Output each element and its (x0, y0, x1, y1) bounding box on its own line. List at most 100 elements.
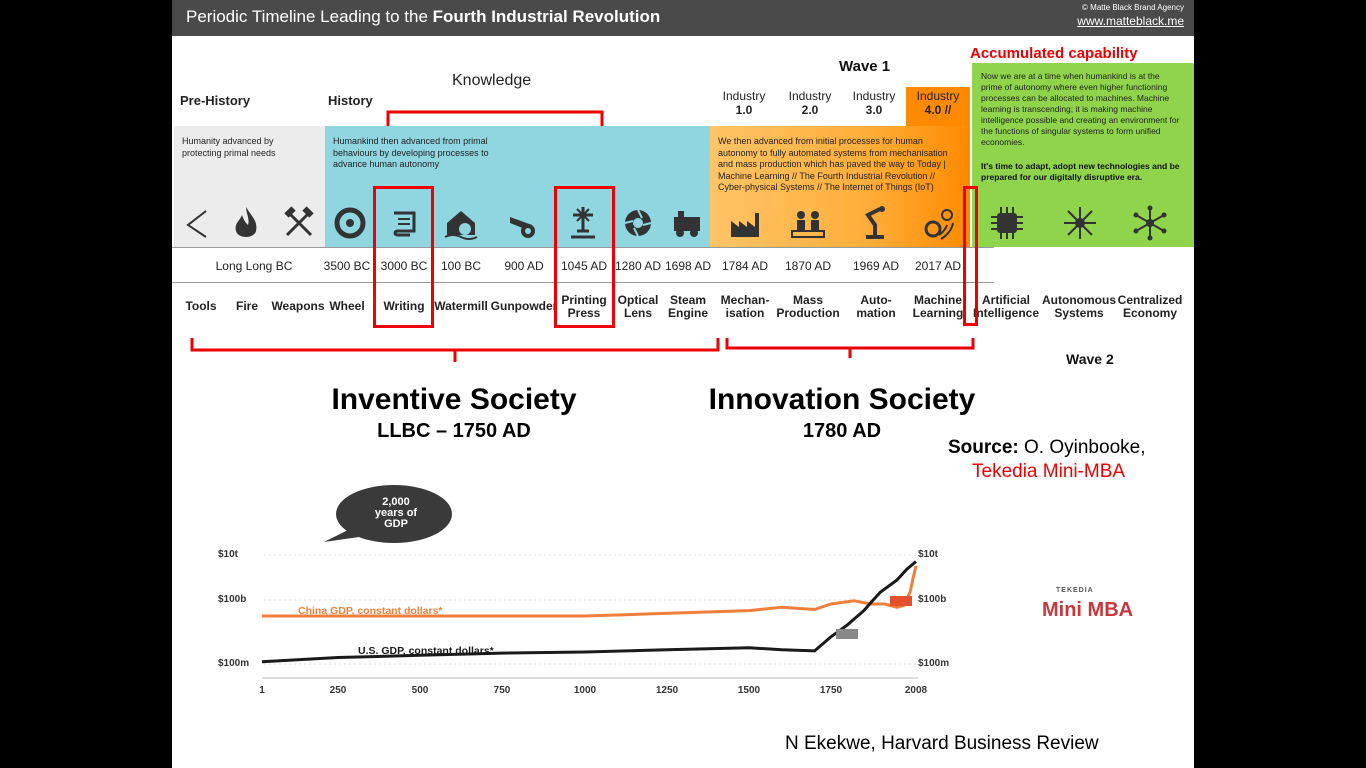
date-label: 1784 AD (721, 259, 769, 273)
item-label: Mass Production (776, 293, 840, 320)
tools-icon (186, 210, 207, 238)
future-call-to-action: It's time to adapt, adopt new technologi… (981, 161, 1180, 182)
industry-3-header: Industry 3.0 (852, 89, 896, 117)
knowledge-bracket (386, 110, 604, 126)
autonomous-systems-icon (1064, 207, 1096, 239)
industry-2-header: Industry 2.0 (788, 89, 832, 117)
source-citation: Source: O. Oyinbooke, Tekedia Mini-MBA (948, 437, 1146, 482)
inventive-brace (190, 338, 720, 362)
item-label: Artificial Intelligence (972, 293, 1040, 320)
date-label: 1045 AD (560, 259, 608, 273)
date-label: 2017 AD (914, 259, 962, 273)
industry-1-header: Industry 1.0 (722, 89, 766, 117)
wave-boundary-highlight (963, 186, 978, 326)
innovation-society-range: 1780 AD (802, 420, 882, 442)
date-label: 1280 AD (614, 259, 662, 273)
date-label: 1870 AD (784, 259, 832, 273)
wave1-label: Wave 1 (839, 58, 891, 75)
factory-icon (731, 213, 759, 237)
x-tick-label: 1750 (819, 685, 843, 696)
slide: Periodic Timeline Leading to the Fourth … (172, 0, 1194, 768)
future-description: Now we are at a time when humankind is a… (981, 71, 1180, 147)
steam-engine-icon (674, 211, 700, 237)
innovation-brace (725, 338, 975, 358)
us-flag-icon (836, 629, 858, 639)
lens-icon (624, 209, 652, 237)
industry-description: We then advanced from initial processes … (718, 136, 948, 192)
date-label: 1969 AD (852, 259, 900, 273)
scroll-icon (393, 211, 416, 237)
prehistory-description: Humanity advanced by protecting primal n… (182, 136, 276, 158)
tekedia-logo: Mini MBA (1042, 599, 1134, 621)
y-tick-label-right: $100b (918, 594, 947, 605)
knowledge-label: Knowledge (452, 72, 532, 89)
item-label: Fire (235, 299, 259, 313)
wheel-icon (334, 207, 366, 239)
printing-press-highlight (554, 186, 615, 328)
gears-signal-icon (924, 209, 954, 240)
tekedia-logo-small: TEKEDIA (1056, 587, 1094, 594)
divider-top (172, 247, 994, 248)
gdp-bubble (324, 485, 452, 543)
item-label: Weapons (271, 299, 325, 313)
x-tick-label: 750 (493, 685, 511, 696)
item-label: Centralized Economy (1117, 293, 1183, 320)
item-label: Machine Learning (912, 293, 964, 320)
cannon-icon (510, 217, 535, 238)
x-tick-label: 2008 (904, 685, 928, 696)
x-tick-label: 500 (411, 685, 429, 696)
accumulated-capability-label: Accumulated capability (970, 45, 1138, 62)
us-gdp-line (261, 560, 917, 664)
printing-press-icon (571, 207, 595, 239)
gdp-bubble-text: 2,000 years of GDP (374, 496, 418, 530)
inventive-society-title: Inventive Society (331, 383, 577, 416)
item-label: Watermill (434, 299, 488, 313)
robot-arm-icon (865, 206, 885, 239)
copyright-text: © Matte Black Brand Agency (1082, 3, 1184, 12)
x-tick-label: 250 (329, 685, 347, 696)
weapons-icon (284, 206, 314, 237)
y-tick-label-right: $100m (918, 658, 950, 669)
y-tick-label-left: $100b (218, 594, 247, 605)
item-label: Mechan-isation (720, 293, 770, 320)
wave2-label: Wave 2 (1066, 351, 1114, 367)
item-label: Tools (185, 299, 217, 313)
divider-bottom (172, 282, 994, 283)
prehistory-label: Pre-History (180, 93, 251, 108)
x-tick-label: 1250 (655, 685, 679, 696)
gdp-chart: China GDP, constant dollars* U.S. GDP, c… (261, 554, 918, 679)
date-label: 3000 BC (380, 259, 428, 273)
date-label: 100 BC (440, 259, 482, 273)
innovation-society-title: Innovation Society (708, 383, 976, 416)
item-label: Auto-mation (856, 293, 896, 320)
x-tick-label: 1 (259, 685, 265, 696)
assembly-line-icon (791, 211, 825, 238)
item-label: Optical Lens (617, 293, 659, 320)
china-flag-icon (890, 596, 912, 606)
date-label: Long Long BC (215, 259, 293, 273)
date-label: 900 AD (504, 259, 544, 273)
network-icon (1133, 205, 1167, 241)
header-bar: Periodic Timeline Leading to the Fourth … (172, 0, 1194, 36)
x-tick-label: 1500 (737, 685, 761, 696)
inventive-society-range: LLBC – 1750 AD (377, 420, 531, 442)
y-tick-label-left: $10t (218, 549, 239, 560)
watermill-icon (444, 211, 478, 240)
writing-highlight (373, 186, 434, 328)
us-series-label: U.S. GDP, constant dollars* (358, 645, 495, 657)
agency-link[interactable]: www.matteblack.me (1077, 14, 1184, 28)
industry-4-header: Industry 4.0 // (906, 87, 970, 128)
item-label: Autonomous Systems (1042, 293, 1116, 320)
x-tick-label: 1000 (573, 685, 597, 696)
history-description: Humankind then advanced from primal beha… (333, 136, 489, 169)
item-label: Gunpowder (490, 299, 558, 313)
y-tick-label-right: $10t (918, 549, 939, 560)
item-label: Steam Engine (667, 293, 709, 320)
date-label: 3500 BC (323, 259, 371, 273)
y-tick-label-left: $100m (218, 658, 250, 669)
ai-chip-icon (991, 207, 1023, 239)
date-label: 1698 AD (664, 259, 712, 273)
china-series-label: China GDP, constant dollars* (298, 605, 443, 617)
history-label: History (328, 93, 373, 108)
item-label: Wheel (329, 299, 365, 313)
